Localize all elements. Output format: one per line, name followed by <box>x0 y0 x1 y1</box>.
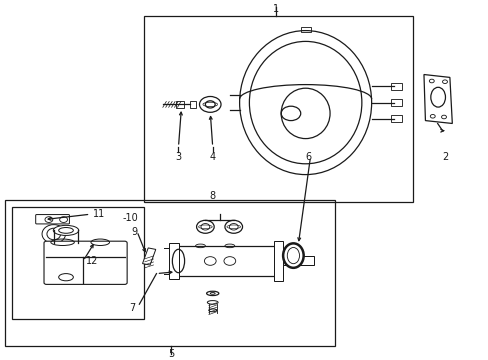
Circle shape <box>196 220 214 233</box>
Bar <box>300 27 310 32</box>
Text: 9: 9 <box>131 227 137 237</box>
Bar <box>144 16 412 202</box>
Circle shape <box>224 220 242 233</box>
Ellipse shape <box>207 301 218 304</box>
Bar <box>142 248 156 265</box>
Text: 11: 11 <box>93 209 105 219</box>
Text: 8: 8 <box>209 191 215 201</box>
Bar <box>5 200 334 346</box>
Text: 4: 4 <box>209 152 215 162</box>
Bar <box>390 115 401 122</box>
Text: 1: 1 <box>273 4 279 14</box>
Circle shape <box>199 96 221 112</box>
Text: 5: 5 <box>168 348 174 359</box>
Bar <box>12 207 144 319</box>
Bar <box>273 241 282 281</box>
Ellipse shape <box>42 225 65 243</box>
Bar <box>176 101 183 108</box>
FancyBboxPatch shape <box>44 241 127 284</box>
Text: -10: -10 <box>122 213 138 223</box>
Text: 7: 7 <box>129 303 135 313</box>
Text: 6: 6 <box>305 152 310 162</box>
Ellipse shape <box>283 243 303 268</box>
Polygon shape <box>423 75 451 123</box>
Text: 12: 12 <box>85 256 98 266</box>
Bar <box>390 99 401 106</box>
Ellipse shape <box>239 31 371 175</box>
Text: 2: 2 <box>441 152 447 162</box>
Ellipse shape <box>53 225 79 235</box>
Bar <box>168 243 179 279</box>
Bar <box>282 256 314 265</box>
Bar <box>178 246 276 276</box>
Ellipse shape <box>206 291 219 296</box>
Bar <box>390 83 401 90</box>
FancyBboxPatch shape <box>36 215 69 224</box>
Text: 3: 3 <box>175 152 181 162</box>
Bar <box>189 101 195 108</box>
Ellipse shape <box>281 88 329 139</box>
